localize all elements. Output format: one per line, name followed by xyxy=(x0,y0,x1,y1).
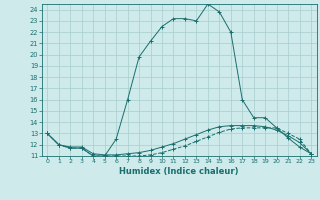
X-axis label: Humidex (Indice chaleur): Humidex (Indice chaleur) xyxy=(119,167,239,176)
